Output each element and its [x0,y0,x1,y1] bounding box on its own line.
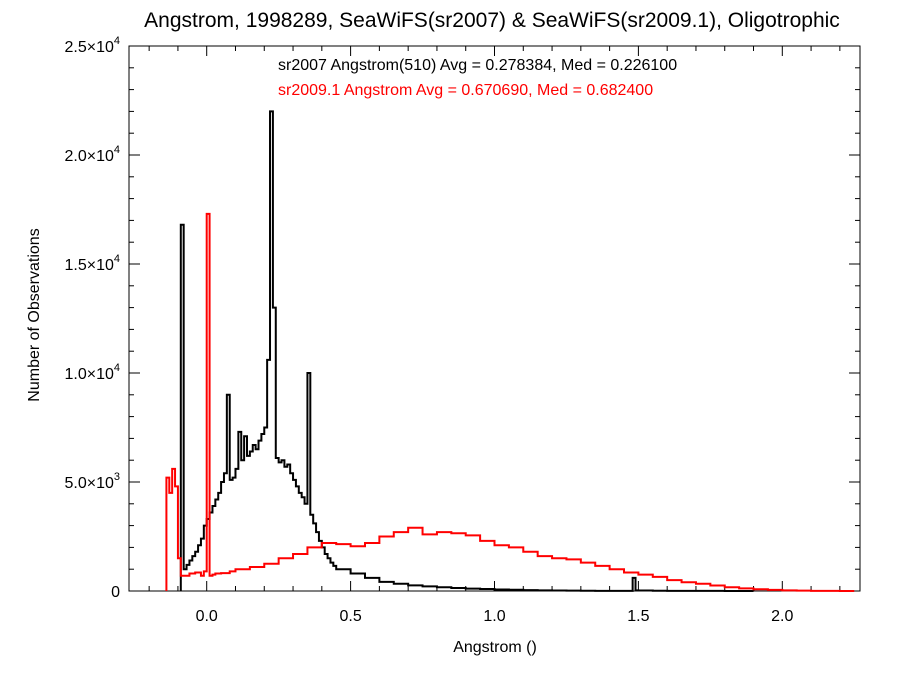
x-axis-label: Angstrom () [453,639,537,656]
y-tick-label: 1.5×104 [64,253,120,274]
y-tick-label: 5.0×103 [64,471,120,492]
axis-ticks: 0.0 0.5 1.0 1.5 2.0 0 5.0×103 1.0×104 1.5×104 2.0… [64,35,860,625]
series-sr2007-histogram [179,110,755,592]
y-tick-label: 1.0×104 [64,362,120,383]
x-tick-label: 0.0 [196,608,218,625]
chart-title: Angstrom, 1998289, SeaWiFS(sr2007) & Sea… [144,9,840,32]
x-tick-label: 1.0 [483,608,505,625]
stats-annotation-sr2009: sr2009.1 Angstrom Avg = 0.670690, Med = … [278,82,653,99]
y-axis-label: Number of Observations [26,228,43,401]
series-layer [165,110,855,592]
series-sr2009-histogram [165,212,855,592]
y-tick-label: 2.5×104 [64,35,120,56]
stats-annotation-sr2007: sr2007 Angstrom(510) Avg = 0.278384, Med… [278,57,677,74]
plot-frame [128,45,861,592]
y-tick-label: 0 [111,584,120,601]
x-tick-label: 1.5 [627,608,649,625]
x-tick-label: 0.5 [339,608,361,625]
x-tick-label: 2.0 [771,608,793,625]
y-tick-label: 2.0×104 [64,144,120,165]
